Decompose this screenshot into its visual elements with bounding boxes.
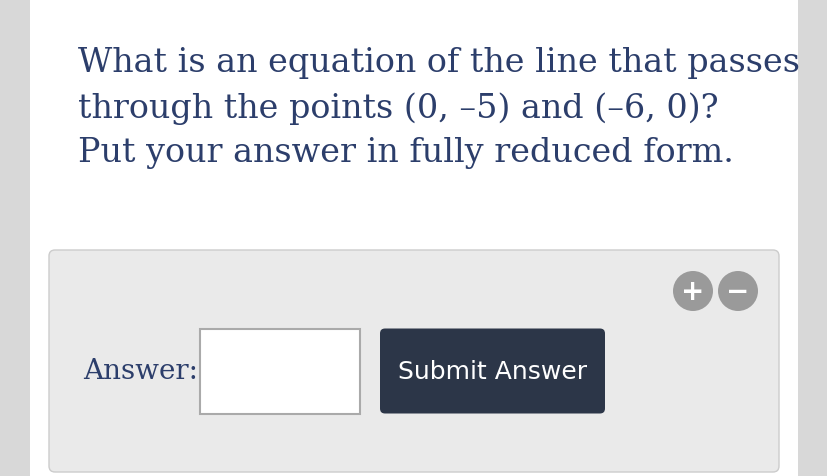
Text: What is an equation of the line that passes: What is an equation of the line that pas… <box>78 47 799 79</box>
Circle shape <box>672 271 712 311</box>
FancyBboxPatch shape <box>49 250 778 472</box>
Text: Answer:: Answer: <box>83 358 198 385</box>
FancyBboxPatch shape <box>200 329 360 414</box>
Bar <box>0 0 30 476</box>
Circle shape <box>717 271 757 311</box>
Text: −: − <box>725 278 748 306</box>
Bar <box>797 0 827 476</box>
Text: +: + <box>681 278 704 306</box>
Text: through the points (0, –5) and (–6, 0)?: through the points (0, –5) and (–6, 0)? <box>78 92 718 124</box>
Text: Put your answer in fully reduced form.: Put your answer in fully reduced form. <box>78 137 733 169</box>
FancyBboxPatch shape <box>380 329 605 414</box>
Text: Submit Answer: Submit Answer <box>398 359 586 383</box>
